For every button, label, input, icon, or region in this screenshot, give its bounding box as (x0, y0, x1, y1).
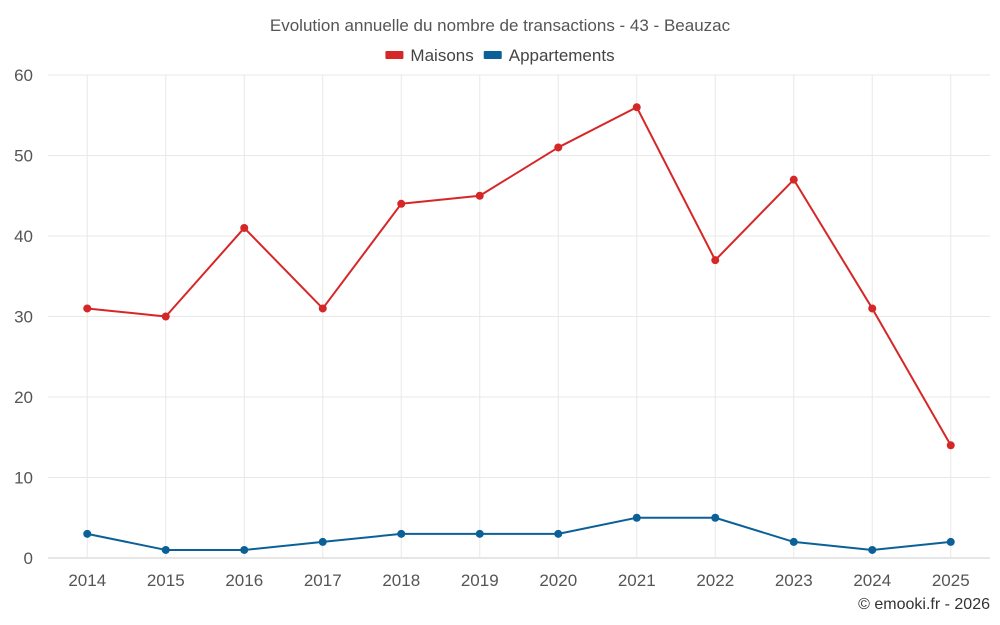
data-point[interactable] (868, 545, 877, 554)
legend-label: Appartements (509, 46, 615, 65)
data-point[interactable] (868, 304, 877, 313)
x-tick-label: 2019 (461, 571, 499, 590)
series-maisons (83, 103, 955, 450)
legend-label: Maisons (410, 46, 473, 65)
data-point[interactable] (711, 256, 720, 265)
data-point[interactable] (161, 312, 170, 321)
grid (48, 74, 990, 559)
data-point[interactable] (397, 199, 406, 208)
legend-swatch (385, 51, 404, 59)
series-line (87, 106, 952, 446)
y-tick-label: 30 (14, 308, 33, 327)
data-point[interactable] (946, 537, 955, 546)
legend-item-maisons[interactable]: Maisons (385, 46, 474, 65)
x-tick-label: 2025 (932, 571, 970, 590)
x-tick-label: 2024 (853, 571, 891, 590)
x-tick-label: 2018 (382, 571, 420, 590)
x-tick-label: 2014 (68, 571, 106, 590)
legend-swatch (483, 51, 502, 59)
legend-item-appartements[interactable]: Appartements (483, 46, 615, 65)
series-appartements (83, 513, 955, 554)
data-point[interactable] (161, 545, 170, 554)
x-axis: 2014 2015 2016 2017 2018 2019 2020 2021 2022 2023… (68, 571, 969, 590)
y-tick-label: 20 (14, 388, 33, 407)
y-tick-label: 50 (14, 147, 33, 166)
series-line (87, 516, 951, 551)
x-tick-label: 2015 (147, 571, 185, 590)
data-point[interactable] (711, 513, 720, 522)
data-point[interactable] (789, 175, 798, 184)
x-tick-label: 2021 (618, 571, 656, 590)
data-point[interactable] (240, 223, 249, 232)
y-axis: 0 10 20 30 40 50 60 (14, 66, 33, 568)
data-point[interactable] (475, 529, 484, 538)
data-point[interactable] (83, 304, 92, 313)
data-point[interactable] (554, 529, 563, 538)
data-point[interactable] (83, 529, 92, 538)
data-point[interactable] (397, 529, 406, 538)
data-point[interactable] (318, 537, 327, 546)
x-tick-label: 2022 (696, 571, 734, 590)
chart-title: Evolution annuelle du nombre de transact… (270, 16, 731, 35)
x-tick-label: 2020 (539, 571, 577, 590)
y-tick-label: 40 (14, 227, 33, 246)
x-tick-label: 2017 (304, 571, 342, 590)
data-point[interactable] (632, 103, 641, 112)
x-tick-label: 2016 (225, 571, 263, 590)
series-group (83, 103, 955, 554)
y-tick-label: 60 (14, 66, 33, 85)
x-tick-label: 2023 (775, 571, 813, 590)
y-tick-label: 0 (24, 549, 33, 568)
legend: Maisons Appartements (385, 46, 615, 65)
data-point[interactable] (632, 513, 641, 522)
data-point[interactable] (318, 304, 327, 313)
data-point[interactable] (240, 545, 249, 554)
data-point[interactable] (946, 441, 955, 450)
y-tick-label: 10 (14, 469, 33, 488)
data-point[interactable] (475, 191, 484, 200)
data-point[interactable] (554, 143, 563, 152)
data-point[interactable] (789, 537, 798, 546)
credit-text: © emooki.fr - 2026 (858, 596, 990, 613)
